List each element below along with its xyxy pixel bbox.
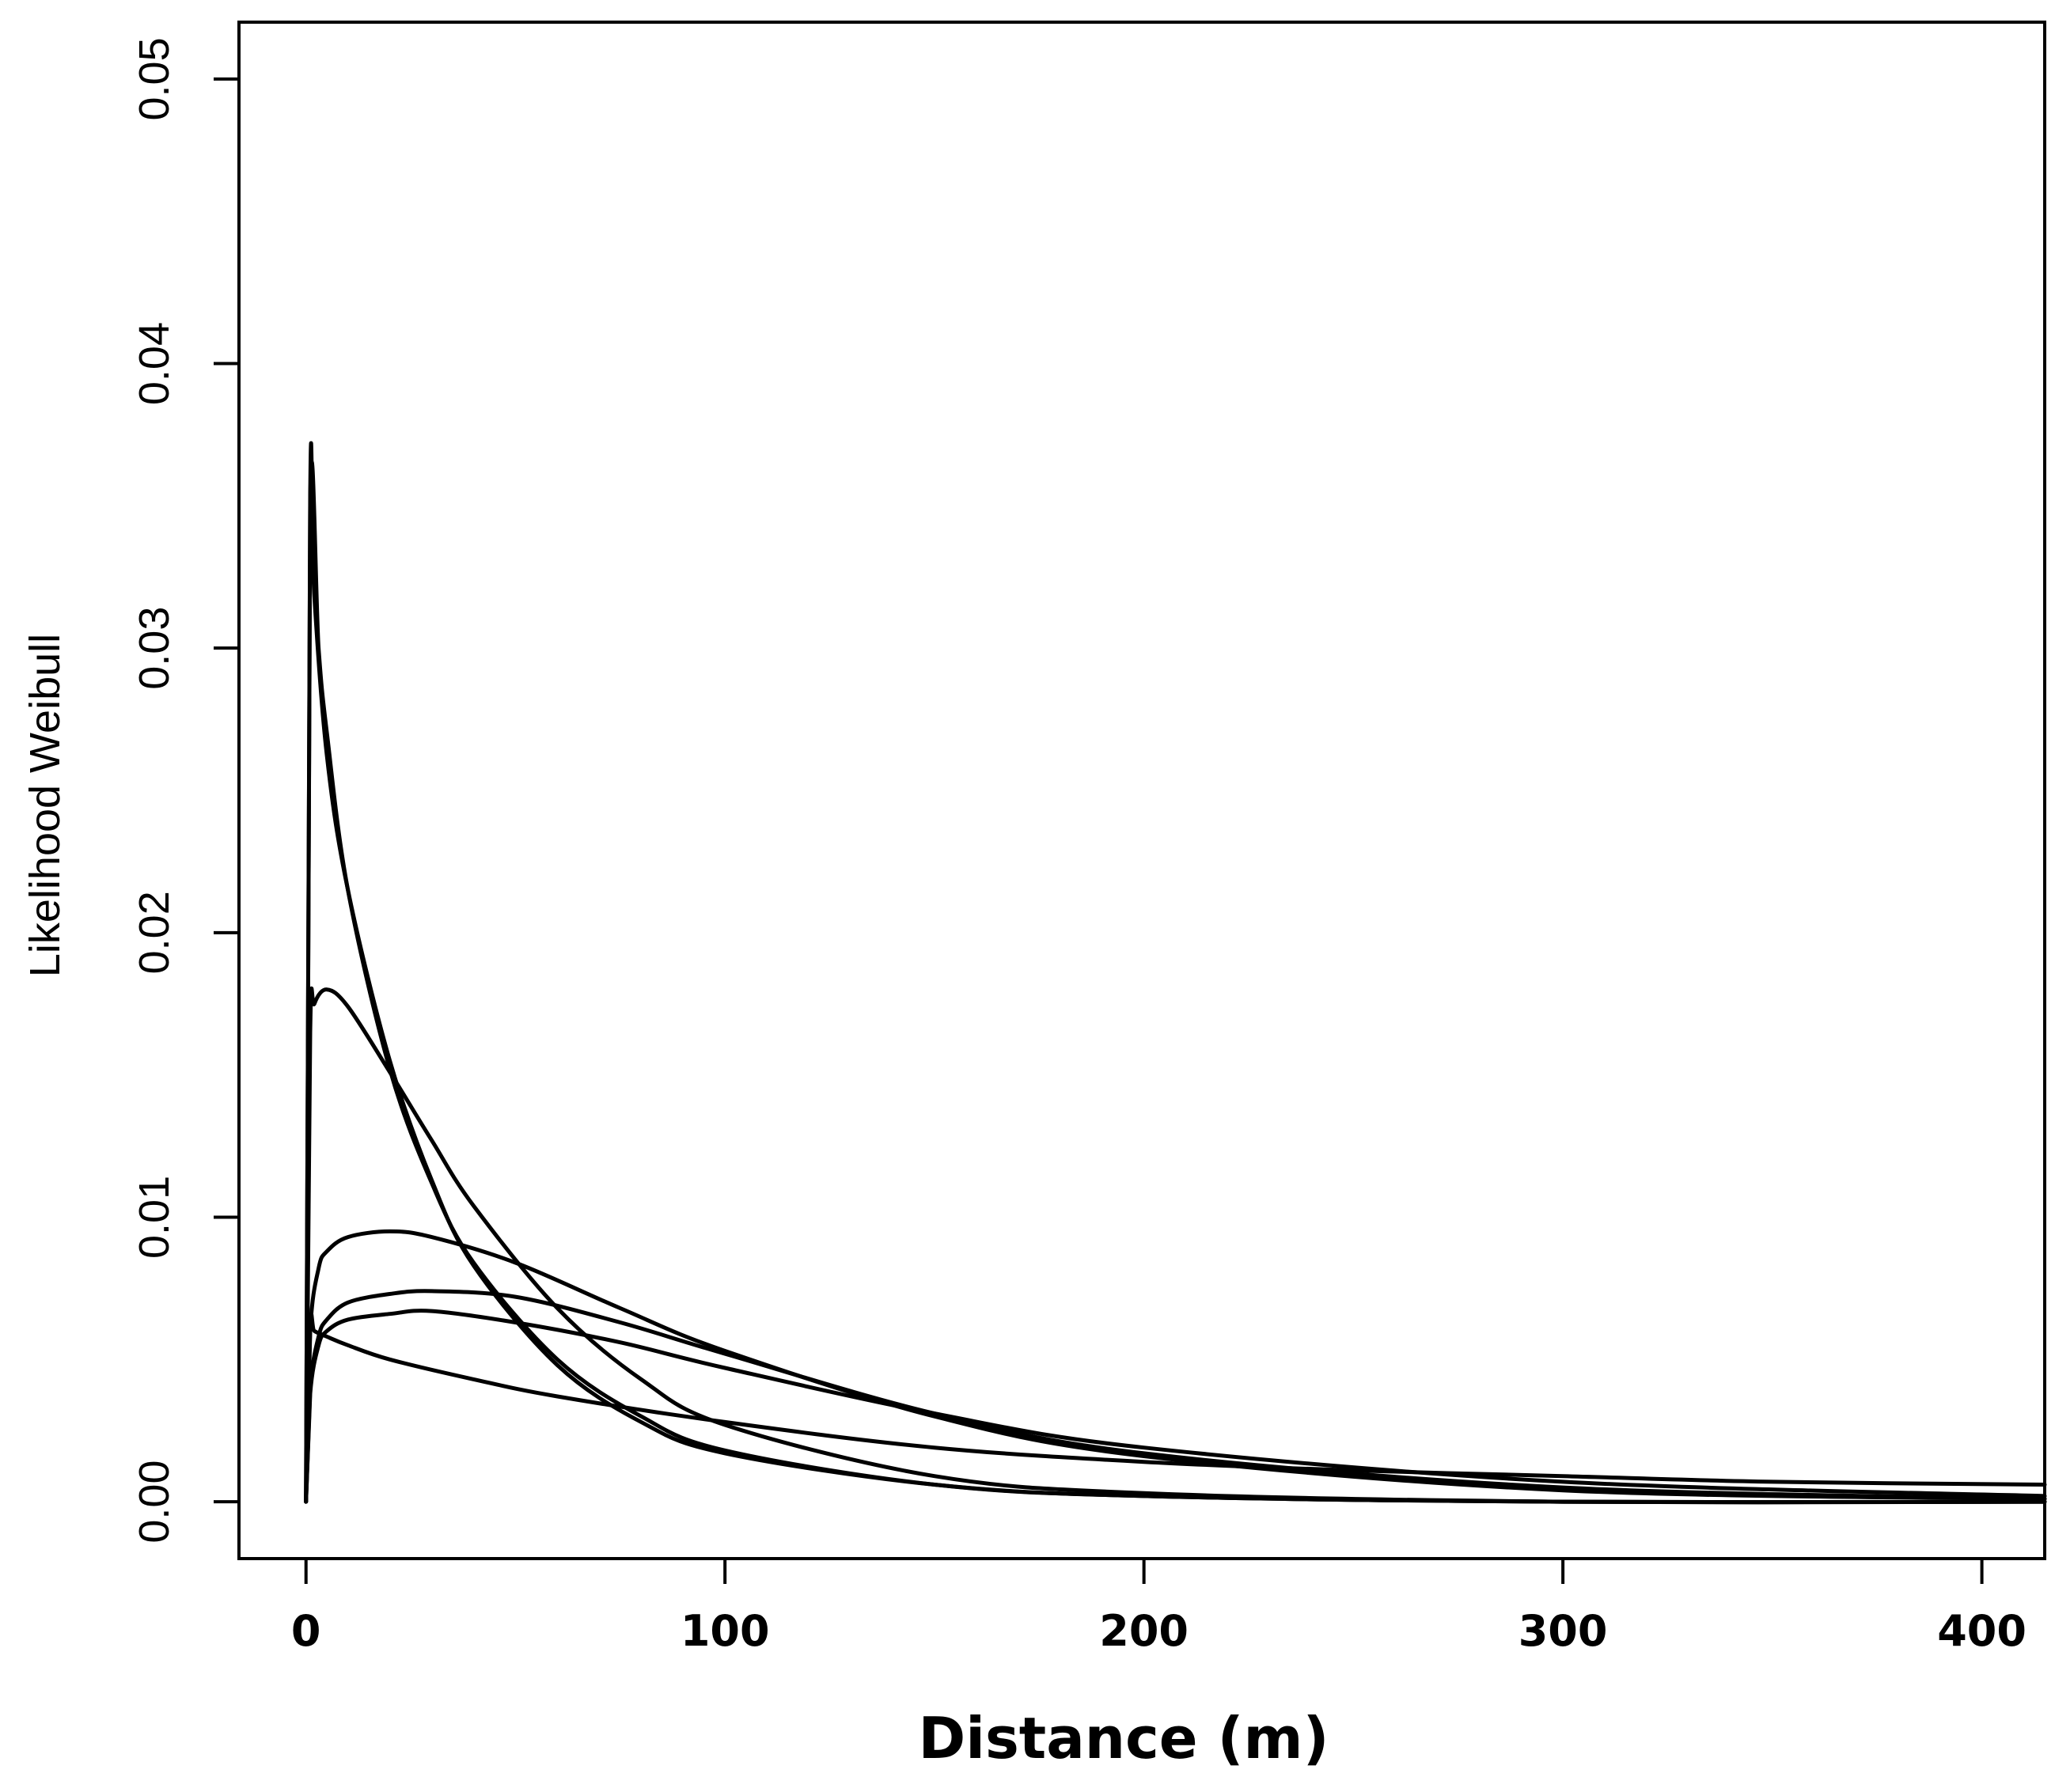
series-line-5 bbox=[304, 1289, 2047, 1504]
series-line-4 bbox=[304, 1229, 2047, 1504]
series-line-3 bbox=[304, 986, 2047, 1505]
x-axis: 0 100 200 300 400 bbox=[291, 1559, 2027, 1656]
plot-lines bbox=[304, 441, 2047, 1505]
x-tick-label: 0 bbox=[291, 1606, 321, 1656]
x-tick-label: 400 bbox=[1937, 1606, 2027, 1656]
series-line-7 bbox=[304, 1311, 2047, 1504]
y-axis-title: Likelihood Weibull bbox=[21, 634, 69, 977]
x-tick-label: 200 bbox=[1099, 1606, 1189, 1656]
y-axis: 0.00 0.01 0.02 0.03 0.04 0.05 bbox=[131, 37, 239, 1544]
y-tick-label: 0.04 bbox=[131, 322, 178, 405]
y-tick-label: 0.02 bbox=[131, 891, 178, 974]
series-line-2 bbox=[304, 460, 2047, 1505]
y-tick-label: 0.01 bbox=[131, 1176, 178, 1259]
x-axis-title: Distance (m) bbox=[919, 1705, 1329, 1771]
x-tick-label: 100 bbox=[681, 1606, 770, 1656]
x-tick-label: 300 bbox=[1519, 1606, 1608, 1656]
y-tick-label: 0.00 bbox=[131, 1460, 178, 1544]
plot-frame bbox=[237, 21, 2046, 1560]
y-tick-label: 0.05 bbox=[131, 37, 178, 120]
y-tick-label: 0.03 bbox=[131, 607, 178, 690]
series-line-6 bbox=[304, 1309, 2047, 1504]
series-line-1 bbox=[304, 441, 2047, 1505]
